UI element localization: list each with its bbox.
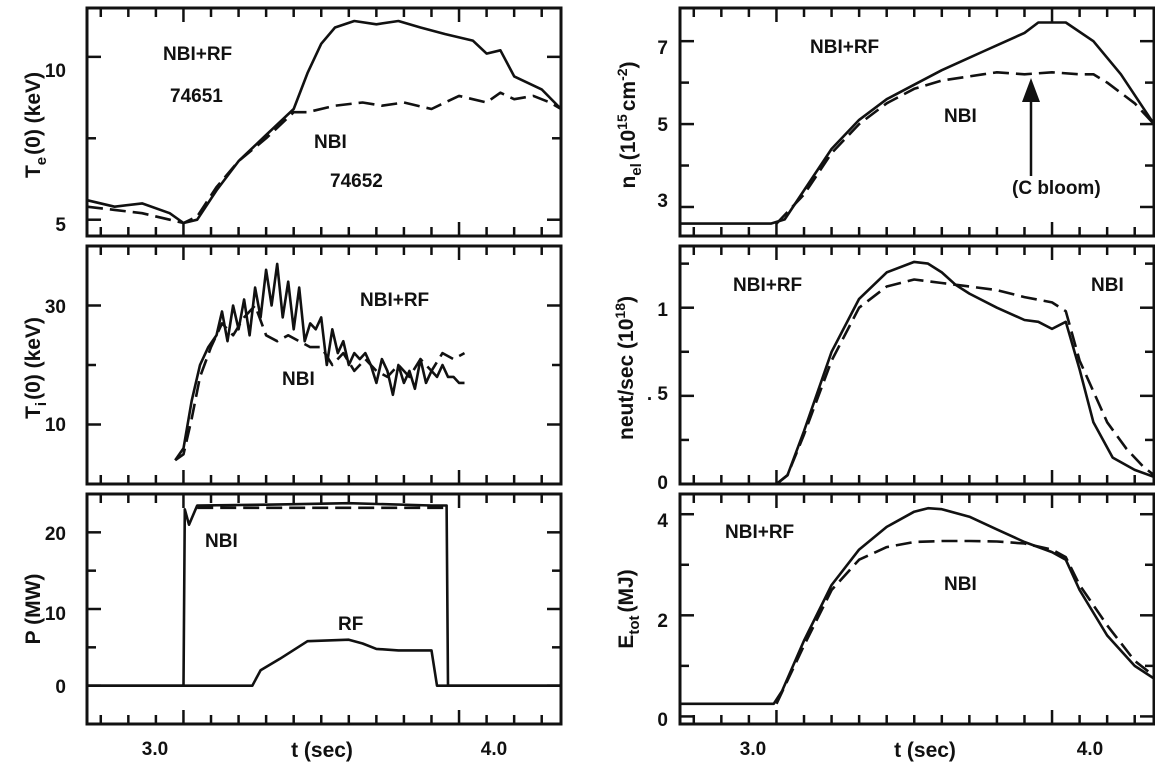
te-y-axis-label: Te(0) (keV) — [22, 72, 50, 178]
series-line-nbi-rf — [86, 19, 562, 225]
series-line-nbi-rf — [680, 21, 1155, 225]
series-line-nbi-rf — [775, 260, 1155, 486]
ti-x-ticks — [99, 246, 543, 484]
power-y-axis-label: P (MW) — [22, 574, 45, 645]
neutron-ytick-label: 1 — [657, 300, 668, 321]
neutron-ytick-label: . 5 — [647, 384, 669, 405]
neutron-y-ticks — [680, 262, 1154, 486]
te-ytick-label: 5 — [55, 215, 66, 236]
energy-panel: 0 2 4 Etot(MJ) NBI+RF NBI 3.0 4.0 t (sec… — [615, 492, 1155, 762]
density-series — [680, 21, 1155, 225]
ti-panel: 10 30 Ti(0) (keV) NBI+RF NBI — [22, 244, 563, 486]
power-panel: 0 10 20 P (MW) NBI RF 3.0 4.0 t (sec) — [22, 492, 563, 762]
power-ytick-label: 0 — [55, 677, 66, 698]
density-y-axis-label: nel(1015cm-2) — [614, 61, 645, 188]
neutron-series — [775, 260, 1155, 486]
energy-x-axis-label: t (sec) — [894, 739, 956, 762]
energy-ytick-label: 2 — [657, 611, 668, 632]
power-annotation-nbi: NBI — [205, 531, 238, 552]
ti-plot-frame — [85, 244, 563, 486]
te-annotation-shot-74652: 74652 — [330, 171, 383, 192]
neutron-annotation-nbi: NBI — [1091, 275, 1124, 296]
energy-plot-frame — [678, 492, 1155, 726]
density-ytick-label: 3 — [657, 191, 668, 212]
power-xtick-label: 3.0 — [142, 739, 168, 760]
series-line-nbi — [86, 91, 562, 225]
neutron-y-axis-label: neut/sec (1018) — [612, 296, 638, 440]
power-series — [87, 501, 561, 688]
te-annotation-nbi: NBI — [314, 132, 347, 153]
energy-y-axis-label: Etot(MJ) — [615, 569, 643, 648]
density-ytick-label: 5 — [657, 115, 668, 136]
density-annotation-nbi: NBI — [944, 106, 977, 127]
ti-ytick-label: 30 — [45, 297, 66, 318]
density-x-ticks — [692, 8, 1136, 236]
series-line-nbi — [775, 71, 1155, 225]
te-plot-frame — [85, 6, 563, 238]
te-ytick-label: 10 — [45, 61, 66, 82]
power-ytick-label: 10 — [45, 604, 66, 625]
series-line-nbi — [174, 304, 466, 462]
energy-annotation-nbi-rf: NBI+RF — [725, 522, 794, 543]
energy-y-ticks — [680, 512, 1154, 718]
density-y-ticks — [680, 39, 1154, 209]
ti-annotation-nbi: NBI — [282, 369, 315, 390]
neutron-panel: 0 . 5 1 neut/sec (1018) NBI+RF NBI — [612, 244, 1155, 494]
energy-x-ticks — [692, 494, 1136, 724]
series-line-nbi-rf — [174, 262, 465, 461]
series-line-rf — [87, 638, 561, 688]
power-x-axis-label: t (sec) — [291, 739, 353, 762]
ti-y-ticks — [87, 244, 561, 486]
energy-ytick-label: 4 — [657, 511, 668, 532]
ti-ytick-label: 10 — [45, 415, 66, 436]
te-series — [86, 19, 562, 225]
density-ytick-label: 7 — [657, 38, 668, 59]
ti-series — [174, 262, 466, 462]
density-plot-frame — [678, 6, 1155, 238]
power-y-ticks — [87, 492, 561, 726]
te-x-ticks — [99, 8, 543, 236]
density-panel: 3 5 7 nel(1015cm-2) NBI+RF NBI (C bloom) — [614, 6, 1155, 238]
c-bloom-arrow — [1022, 78, 1040, 176]
density-annotation-c-bloom: (C bloom) — [1012, 178, 1101, 199]
energy-series — [680, 506, 1155, 706]
series-line-nbi — [775, 278, 1155, 486]
energy-annotation-nbi: NBI — [944, 574, 977, 595]
power-xtick-label: 4.0 — [481, 739, 507, 760]
ti-y-axis-label: Ti(0) (keV) — [22, 317, 50, 419]
neutron-x-ticks — [692, 246, 1136, 484]
te-y-ticks — [87, 55, 561, 221]
ti-annotation-nbi-rf: NBI+RF — [360, 290, 429, 311]
energy-xtick-label: 3.0 — [740, 739, 766, 760]
te-annotation-nbi-rf: NBI+RF — [163, 44, 232, 65]
series-line-nbi — [87, 501, 561, 688]
neutron-ytick-label: 0 — [657, 473, 668, 494]
power-annotation-rf: RF — [338, 614, 363, 635]
power-plot-frame — [85, 492, 563, 726]
te-annotation-shot-74651: 74651 — [170, 86, 223, 107]
power-x-ticks — [99, 494, 543, 724]
power-ytick-label: 20 — [45, 524, 66, 545]
series-line-nbi — [775, 539, 1155, 705]
density-annotation-nbi-rf: NBI+RF — [810, 37, 879, 58]
neutron-annotation-nbi-rf: NBI+RF — [733, 275, 802, 296]
energy-ytick-label: 0 — [657, 710, 668, 731]
te-panel: 5 10 Te(0) (keV) NBI+RF 74651 NBI 74652 — [22, 6, 563, 238]
series-line-nbi-rf — [680, 506, 1155, 706]
energy-xtick-label: 4.0 — [1077, 739, 1103, 760]
neutron-plot-frame — [678, 244, 1155, 486]
